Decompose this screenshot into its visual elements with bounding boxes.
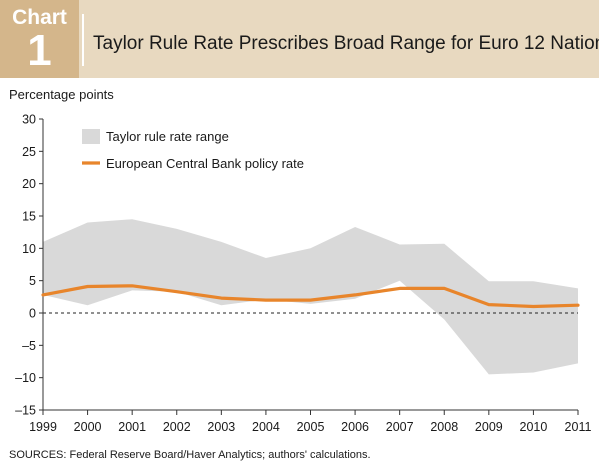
y-tick-label: –15 (15, 404, 36, 418)
chart-title: Taylor Rule Rate Prescribes Broad Range … (93, 33, 599, 54)
x-tick-label: 2011 (565, 420, 592, 434)
x-tick-label: 2001 (118, 420, 146, 434)
chart-header: Chart 1 Taylor Rule Rate Prescribes Broa… (0, 0, 599, 78)
chart-badge-number: 1 (27, 26, 52, 75)
y-tick-label: 10 (22, 242, 36, 256)
y-tick-label: 5 (29, 274, 36, 288)
x-tick-label: 2000 (74, 420, 102, 434)
x-tick-label: 2007 (386, 420, 414, 434)
legend-label-ecb-rate: European Central Bank policy rate (106, 156, 304, 171)
x-tick-label: 2008 (430, 420, 458, 434)
y-tick-label: –10 (15, 371, 36, 385)
y-tick-label: –5 (22, 339, 36, 353)
y-axis-unit-label: Percentage points (9, 87, 114, 102)
y-tick-label: 0 (29, 307, 36, 321)
legend-label-taylor-range: Taylor rule rate range (106, 129, 229, 144)
header-divider (82, 14, 84, 66)
taylor-range-band (43, 219, 578, 375)
x-tick-label: 2006 (341, 420, 369, 434)
chart-badge: Chart 1 (0, 0, 79, 78)
y-tick-label: 20 (22, 177, 36, 191)
x-tick-label: 2002 (163, 420, 191, 434)
y-tick-label: 15 (22, 210, 36, 224)
legend-swatch-taylor-range (82, 129, 100, 144)
x-tick-label: 2005 (297, 420, 325, 434)
source-note: SOURCES: Federal Reserve Board/Haver Ana… (9, 449, 371, 461)
y-tick-label: 30 (22, 113, 36, 127)
chart-badge-word: Chart (12, 6, 67, 29)
x-tick-label: 1999 (29, 420, 57, 434)
x-tick-label: 2009 (475, 420, 503, 434)
x-tick-label: 2003 (207, 420, 235, 434)
x-tick-label: 2004 (252, 420, 280, 434)
y-tick-label: 25 (22, 145, 36, 159)
x-tick-label: 2010 (520, 420, 548, 434)
